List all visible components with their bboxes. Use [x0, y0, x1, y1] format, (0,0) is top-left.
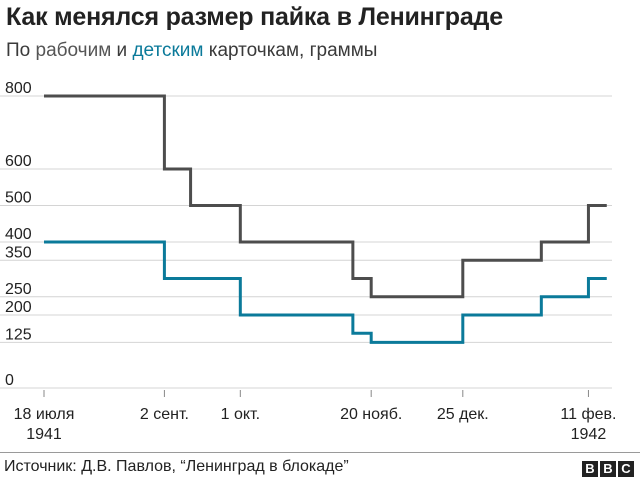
- x-tick-label-4-0: 25 дек.: [437, 406, 489, 423]
- x-tick-label-1-0: 2 сент.: [140, 406, 189, 423]
- subtitle-suffix: карточкам, граммы: [203, 40, 378, 61]
- x-tick-label-0-1: 1941: [26, 426, 62, 443]
- y-tick-label-200: 200: [5, 299, 32, 316]
- bbc-logo: B B C: [582, 461, 634, 477]
- chart-subtitle: По рабочим и детским карточкам, граммы: [6, 40, 377, 62]
- y-tick-label-125: 125: [5, 326, 32, 343]
- y-tick-label-250: 250: [5, 281, 32, 298]
- subtitle-children: детским: [132, 40, 204, 61]
- x-tick-label-0-0: 18 июля: [14, 406, 75, 423]
- subtitle-workers: рабочим: [35, 40, 112, 61]
- y-tick-label-600: 600: [5, 153, 32, 170]
- y-tick-label-400: 400: [5, 226, 32, 243]
- bbc-logo-letter-b2: B: [600, 461, 616, 477]
- source-note: Источник: Д.В. Павлов, “Ленинград в блок…: [4, 458, 349, 475]
- x-tick-label-5-1: 1942: [571, 426, 607, 443]
- y-tick-label-800: 800: [5, 80, 32, 97]
- y-tick-label-350: 350: [5, 244, 32, 261]
- footer: Источник: Д.В. Павлов, “Ленинград в блок…: [0, 452, 640, 481]
- bbc-logo-letter-b1: B: [582, 461, 598, 477]
- x-tick-label-5-0: 11 фев.: [560, 406, 616, 423]
- chart-title: Как менялся размер пайка в Ленинграде: [6, 3, 503, 31]
- subtitle-prefix: По: [6, 40, 36, 61]
- y-tick-label-500: 500: [5, 190, 32, 207]
- x-tick-label-2-0: 1 окт.: [221, 406, 260, 423]
- subtitle-middle: и: [111, 40, 133, 61]
- series-line-1: [44, 240, 607, 344]
- y-tick-label-0: 0: [5, 372, 14, 389]
- x-tick-label-3-0: 20 нояб.: [340, 406, 402, 423]
- series-line-0: [44, 94, 607, 299]
- bbc-logo-letter-c: C: [618, 461, 634, 477]
